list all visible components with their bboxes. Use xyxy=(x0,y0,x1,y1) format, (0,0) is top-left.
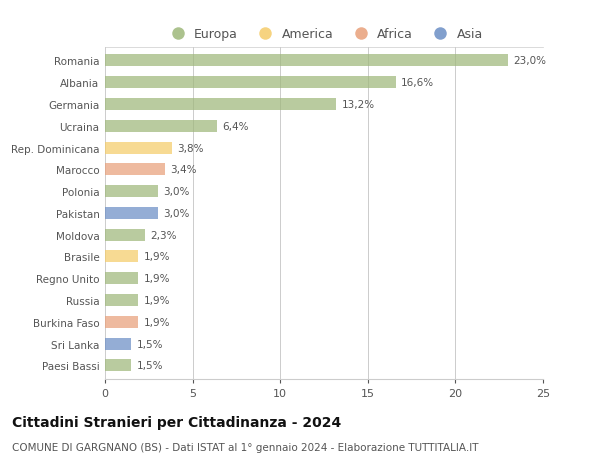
Bar xyxy=(105,207,158,219)
Bar xyxy=(105,186,158,198)
Text: 1,5%: 1,5% xyxy=(137,361,163,370)
Bar xyxy=(105,77,396,89)
Text: 1,9%: 1,9% xyxy=(143,274,170,284)
Bar xyxy=(105,338,131,350)
Text: COMUNE DI GARGNANO (BS) - Dati ISTAT al 1° gennaio 2024 - Elaborazione TUTTITALI: COMUNE DI GARGNANO (BS) - Dati ISTAT al … xyxy=(12,442,479,452)
Bar xyxy=(105,55,508,67)
Bar xyxy=(105,121,217,133)
Text: Cittadini Stranieri per Cittadinanza - 2024: Cittadini Stranieri per Cittadinanza - 2… xyxy=(12,415,341,429)
Bar xyxy=(105,294,138,307)
Text: 23,0%: 23,0% xyxy=(513,56,546,66)
Bar xyxy=(105,360,131,372)
Bar xyxy=(105,273,138,285)
Text: 1,5%: 1,5% xyxy=(137,339,163,349)
Text: 3,0%: 3,0% xyxy=(163,208,189,218)
Text: 3,8%: 3,8% xyxy=(177,143,203,153)
Text: 13,2%: 13,2% xyxy=(341,100,374,110)
Bar xyxy=(105,316,138,328)
Bar xyxy=(105,164,164,176)
Legend: Europa, America, Africa, Asia: Europa, America, Africa, Asia xyxy=(160,23,488,46)
Text: 1,9%: 1,9% xyxy=(143,252,170,262)
Text: 3,0%: 3,0% xyxy=(163,187,189,197)
Bar xyxy=(105,229,145,241)
Bar xyxy=(105,142,172,154)
Text: 3,4%: 3,4% xyxy=(170,165,196,175)
Text: 16,6%: 16,6% xyxy=(401,78,434,88)
Bar xyxy=(105,251,138,263)
Text: 2,3%: 2,3% xyxy=(151,230,177,240)
Bar xyxy=(105,99,336,111)
Text: 6,4%: 6,4% xyxy=(223,122,249,131)
Text: 1,9%: 1,9% xyxy=(143,296,170,305)
Text: 1,9%: 1,9% xyxy=(143,317,170,327)
